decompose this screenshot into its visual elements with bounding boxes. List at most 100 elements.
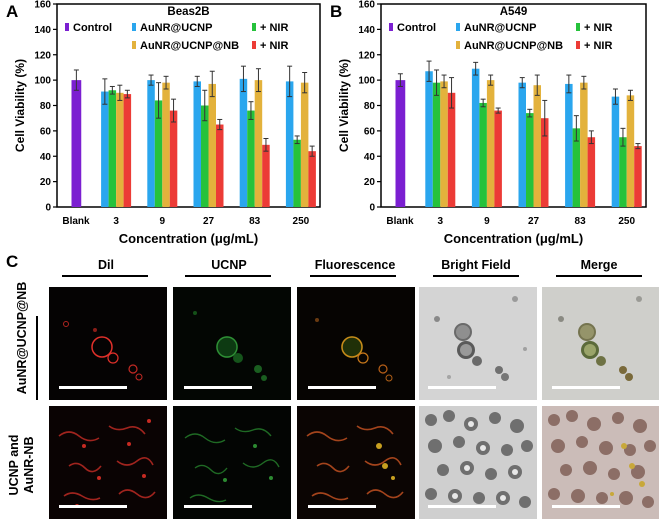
legend-swatch [252, 41, 256, 49]
panel-label-c: C [6, 252, 19, 271]
x-tick-label: 9 [160, 216, 166, 227]
scale-bar [308, 505, 376, 508]
bar [541, 118, 549, 207]
y-tick-label: 80 [40, 101, 52, 112]
plot-frame [380, 3, 647, 208]
x-tick-label: Blank [386, 216, 414, 227]
y-axis-label: Cell Viability (%) [13, 59, 27, 152]
chart-title: A549 [500, 6, 528, 18]
scale-bar [552, 386, 620, 389]
column-header-rule [310, 275, 396, 277]
legend-swatch [456, 41, 460, 49]
y-tick-label: 120 [358, 50, 375, 61]
legend-swatch [252, 23, 256, 31]
micrograph-bright-field-row2 [419, 406, 537, 519]
x-tick-label: 9 [484, 216, 490, 227]
micrograph-ucnp-row1 [173, 287, 291, 400]
micrograph-dil-row1 [49, 287, 167, 400]
bar [486, 80, 495, 207]
bar [533, 85, 541, 207]
y-tick-label: 100 [358, 76, 375, 87]
legend-label: AuNR@UCNP@NB [140, 40, 239, 52]
x-tick-label: 83 [575, 216, 587, 227]
x-axis-label: Concentration (μg/mL) [119, 231, 258, 246]
bar [432, 82, 441, 207]
panel-label-b: B [330, 2, 343, 21]
column-header-dil: Dil [98, 258, 114, 272]
legend-label: AuNR@UCNP [140, 22, 212, 34]
y-tick-label: 20 [40, 177, 52, 188]
bar [572, 128, 581, 207]
legend-swatch [65, 23, 69, 31]
bar [208, 83, 216, 207]
x-tick-label: 27 [528, 216, 540, 227]
bar [611, 96, 620, 207]
bar [193, 81, 201, 207]
bar [262, 144, 270, 207]
legend-label: AuNR@UCNP [464, 22, 536, 34]
bar [494, 110, 502, 207]
scale-bar [59, 505, 127, 508]
column-header-rule [556, 275, 642, 277]
legend-swatch [576, 41, 580, 49]
bar [247, 110, 255, 207]
y-tick-label: 100 [34, 76, 51, 87]
bar [285, 81, 294, 207]
bar [239, 78, 248, 207]
scale-bar [59, 386, 127, 389]
bar [518, 82, 526, 207]
bar [201, 105, 209, 207]
bar [425, 71, 433, 208]
y-tick-label: 40 [40, 152, 52, 163]
x-tick-label: 27 [203, 216, 215, 227]
plot-frame [56, 3, 321, 208]
y-tick-label: 80 [364, 101, 376, 112]
column-header-merge: Merge [580, 258, 618, 272]
x-tick-label: 3 [438, 216, 444, 227]
legend-label: AuNR@UCNP@NB [464, 40, 563, 52]
panel-label-a: A [6, 2, 19, 21]
x-tick-label: 83 [249, 216, 261, 227]
legend-swatch [132, 23, 136, 31]
micrograph-merge-row1 [542, 287, 659, 400]
bar [216, 124, 224, 207]
column-header-fluorescence: Fluorescence [314, 258, 396, 272]
y-tick-label: 140 [34, 25, 51, 36]
legend-label: Control [73, 22, 112, 34]
bar [634, 146, 642, 207]
scale-bar [552, 505, 620, 508]
bar [626, 95, 635, 207]
legend-swatch [576, 23, 580, 31]
x-tick-label: 250 [618, 216, 635, 227]
bar [395, 80, 406, 207]
bar [154, 100, 163, 207]
scale-bar [308, 386, 376, 389]
legend-swatch [132, 41, 136, 49]
y-tick-label: 160 [34, 0, 51, 11]
x-tick-label: 250 [293, 216, 310, 227]
legend-swatch [389, 23, 393, 31]
bar [162, 82, 170, 207]
bar [308, 151, 316, 207]
legend-label: + NIR [260, 40, 288, 52]
bar [300, 82, 309, 207]
row-label-rule [36, 316, 38, 400]
row-label-ucnp-and-aunr-nb: UCNP and AuNR-NB [7, 425, 39, 505]
bar [565, 83, 573, 207]
micrograph-fluorescence-row1 [297, 287, 415, 400]
y-tick-label: 140 [358, 25, 375, 36]
bar [108, 90, 117, 207]
bar [101, 91, 109, 207]
column-header-bright-field: Bright Field [441, 258, 511, 272]
column-header-ucnp: UCNP [211, 258, 247, 272]
bar [123, 94, 132, 207]
chart-title: Beas2B [167, 6, 209, 18]
row-label-line2: AuNR-NB [22, 436, 36, 494]
y-tick-label: 120 [34, 50, 51, 61]
bar [587, 137, 596, 207]
micrograph-merge-row2 [542, 406, 659, 519]
x-tick-label: 3 [113, 216, 119, 227]
legend-label: + NIR [260, 22, 288, 34]
scale-bar [428, 386, 496, 389]
x-axis-label: Concentration (μg/mL) [444, 231, 583, 246]
